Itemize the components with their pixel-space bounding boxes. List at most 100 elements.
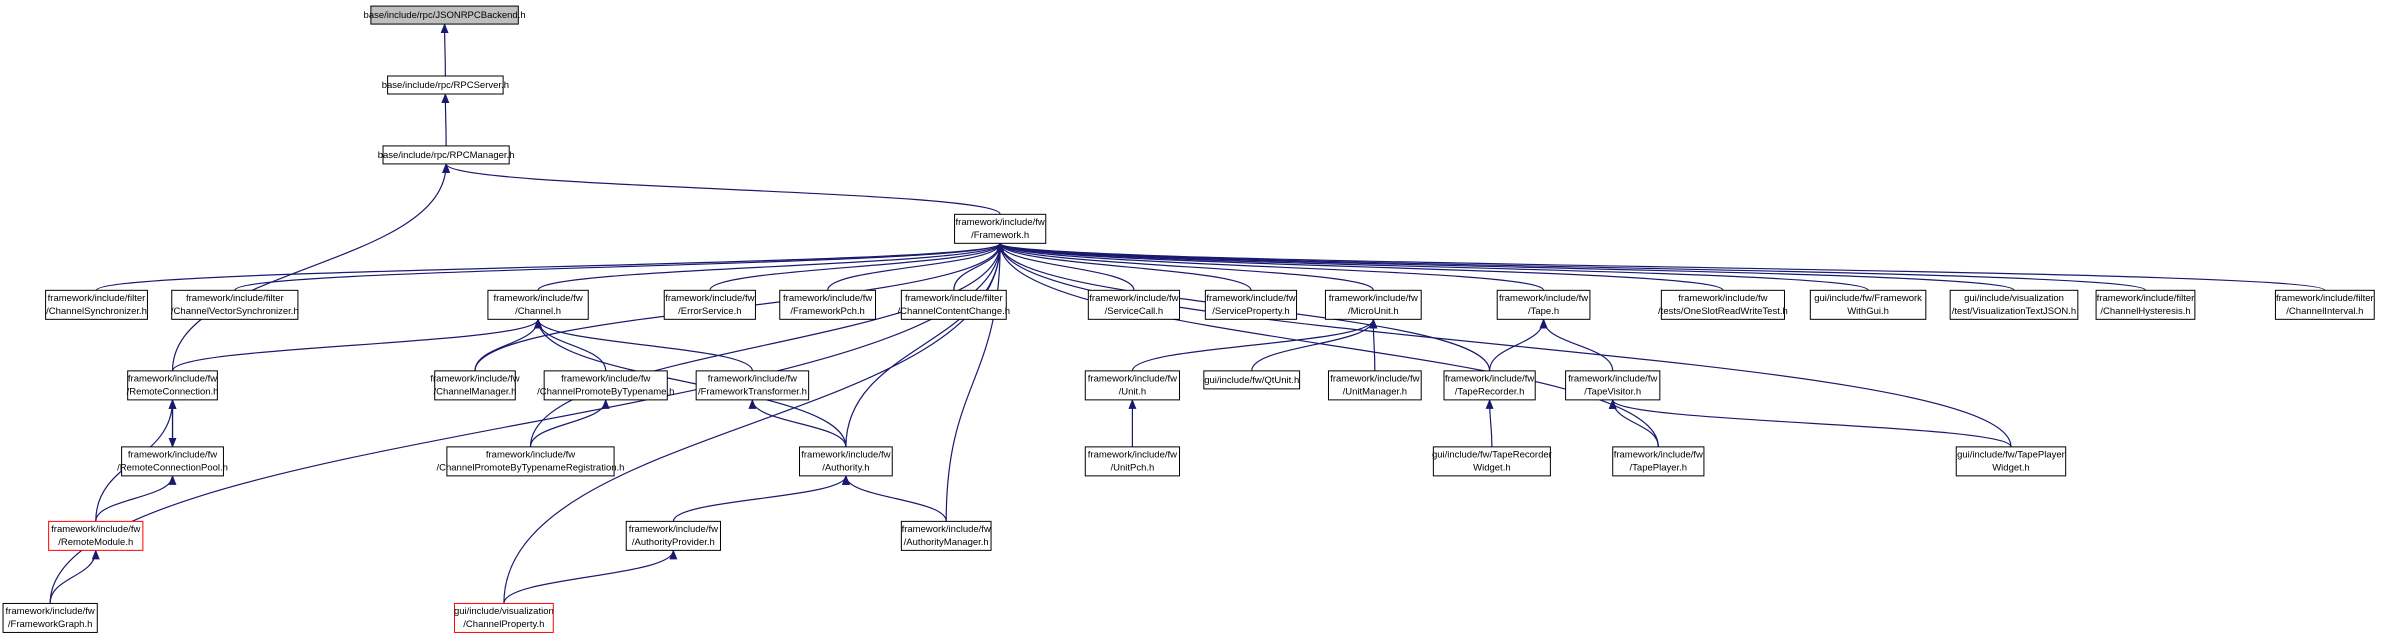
node-label: gui/include/visualization [1964, 293, 2064, 304]
node-label: framework/include/fw [1614, 449, 1703, 460]
node-label: framework/include/filter [905, 293, 1003, 304]
node-label: /MicroUnit.h [1348, 306, 1399, 317]
node-label: framework/include/filter [186, 293, 284, 304]
node-label: /Channel.h [515, 306, 561, 317]
node-box [446, 446, 615, 477]
edge [1485, 398, 1494, 447]
edge [234, 242, 1004, 291]
node-label: WithGui.h [1847, 306, 1889, 317]
edge [529, 242, 1005, 447]
node-label: /ChannelInterval.h [2286, 306, 2363, 317]
node-box [127, 370, 218, 401]
node-label: framework/include/fw [1678, 293, 1767, 304]
edge [996, 242, 2326, 291]
edge [537, 242, 1004, 291]
node-label: /ChannelSynchronizer.h [46, 306, 147, 317]
node-box [1327, 370, 1422, 401]
node-box [1203, 370, 1301, 390]
node-label: gui/include/fw/TapeRecorder [1432, 449, 1552, 460]
node-box [2095, 289, 2196, 320]
edge [1131, 318, 1378, 372]
node-label: /TapeVisitor.h [1584, 386, 1641, 397]
edge [1251, 318, 1378, 372]
edge [534, 318, 753, 372]
node-label: framework/include/fw [1088, 449, 1177, 460]
node-label: /ChannelHysteresis.h [2100, 306, 2190, 317]
node-label: gui/include/visualization [454, 606, 554, 617]
node-box [382, 145, 510, 165]
node-box [1084, 446, 1181, 477]
node-label: /UnitManager.h [1343, 386, 1407, 397]
node-label: framework/include/fw [6, 606, 95, 617]
edge [474, 318, 543, 371]
node-box [1809, 289, 1927, 320]
node-box [543, 370, 668, 401]
node-label: /AuthorityManager.h [904, 537, 989, 548]
node-box [799, 446, 893, 477]
node-box [900, 289, 1007, 320]
edge [171, 162, 451, 371]
node-label: framework/include/fw [128, 373, 217, 384]
node-label: /ErrorService.h [678, 306, 741, 317]
node-box [434, 370, 516, 401]
edge [49, 549, 100, 604]
edge [441, 93, 450, 146]
node-label: /UnitPch.h [1110, 462, 1154, 473]
edge [996, 242, 1374, 291]
node-box [900, 520, 992, 551]
node-box [2, 602, 98, 633]
node-label: framework/include/filter [2097, 293, 2195, 304]
edge [442, 162, 1001, 215]
node-label: /RemoteConnection.h [127, 386, 219, 397]
edge [996, 242, 2015, 291]
node-label: base/include/rpc/JSONRPCBackend.h [364, 10, 526, 21]
edge [1369, 318, 1378, 371]
node-label: framework/include/fw [128, 449, 217, 460]
node-label: framework/include/fw [486, 449, 575, 460]
node-label: Widget.h [1473, 462, 1511, 473]
node-label: framework/include/filter [48, 293, 146, 304]
node-box [1496, 289, 1591, 320]
node-label: framework/include/fw [1499, 293, 1588, 304]
edge [95, 474, 177, 522]
node-label: /TapeRecorder.h [1455, 386, 1525, 397]
edge [996, 242, 2012, 447]
node-box [1087, 289, 1181, 320]
node-label: /AuthorityProvider.h [632, 537, 715, 548]
node-label: /Tape.h [1528, 306, 1559, 317]
node-box [1660, 289, 1785, 320]
node-box [779, 289, 877, 320]
node-label: /RemoteConnectionPool.h [117, 462, 228, 473]
node-label: framework/include/fw [1568, 373, 1657, 384]
node-label: gui/include/fw/TapePlayer [1957, 449, 2065, 460]
node-label: /tests/OneSlotReadWriteTest.h [1658, 306, 1788, 317]
node-box [1324, 289, 1422, 320]
node-label: /test/VisualizationTextJSON.h [1952, 306, 2076, 317]
node-label: framework/include/fw [708, 373, 797, 384]
node-label: framework/include/fw [51, 524, 140, 535]
node-box [387, 75, 504, 95]
edge [95, 242, 1004, 291]
edge [1608, 398, 1659, 447]
node-box [171, 289, 299, 320]
edge [503, 549, 678, 604]
node-box [954, 213, 1047, 244]
node-box [1612, 446, 1705, 477]
node-label: framework/include/filter [2276, 293, 2374, 304]
node-label: /ChannelContentChange.h [898, 306, 1011, 317]
edge [1608, 398, 2012, 448]
node-box [370, 5, 519, 25]
node-label: framework/include/fw [956, 217, 1045, 228]
node-label: /FrameworkGraph.h [8, 619, 92, 630]
node-box [1949, 289, 2079, 320]
node-label: framework/include/fw [561, 373, 650, 384]
node-label: framework/include/fw [629, 524, 718, 535]
node-box [487, 289, 589, 320]
edge [440, 23, 449, 77]
edge [841, 474, 947, 522]
node-box [1084, 370, 1181, 401]
node-label: /ChannelProperty.h [463, 619, 544, 630]
node-box [695, 370, 810, 401]
edge [709, 242, 1005, 291]
edge [672, 474, 850, 522]
